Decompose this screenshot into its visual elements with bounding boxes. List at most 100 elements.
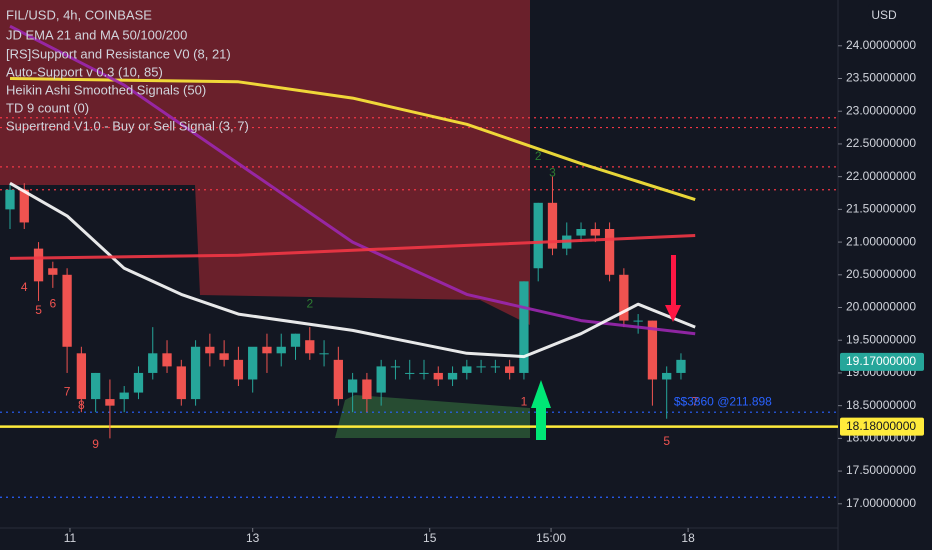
candle-body (190, 346, 201, 400)
annotation: 1 (521, 395, 528, 409)
annotation: 7 (692, 395, 699, 409)
candle-body (533, 202, 543, 269)
candle-body (647, 320, 658, 380)
y-tick-label: 17.50000000 (846, 463, 916, 477)
candle-body (262, 346, 272, 354)
y-tick-label: 21.00000000 (846, 234, 916, 248)
candle-body (590, 228, 600, 236)
candle-body (105, 399, 115, 406)
annotation: $$3860 @211.898 (674, 395, 772, 409)
candle-body (133, 372, 144, 393)
indicator-line (9, 24, 696, 336)
candle-body (148, 353, 158, 373)
candle-body (62, 274, 72, 347)
annotation: 2 (535, 149, 542, 163)
y-tick-label: 20.00000000 (846, 300, 916, 314)
candle-body (205, 346, 215, 354)
annotation: 8 (78, 398, 85, 412)
candle-body (347, 379, 358, 393)
axes: 17.0000000017.5000000018.0000000018.5000… (64, 38, 924, 545)
annotation: 9 (92, 437, 99, 451)
y-tick-label: 23.00000000 (846, 103, 916, 117)
candle-body (362, 379, 372, 400)
y-tick-label: 21.50000000 (846, 202, 916, 216)
candle-body (676, 359, 686, 373)
candle-body (290, 333, 301, 347)
x-tick-label: 18 (681, 531, 695, 545)
candle-body (633, 320, 643, 322)
candle-body (91, 372, 101, 400)
annotation: 5 (35, 303, 42, 317)
indicator-line (9, 77, 696, 202)
annotation: 2 (306, 296, 313, 310)
candle-body (619, 274, 629, 321)
candle-body (519, 281, 529, 373)
candle-body (390, 366, 401, 368)
candle-body (547, 202, 558, 249)
candle-body (505, 366, 515, 373)
currency-badge (868, 4, 900, 26)
candle-body (604, 228, 615, 275)
x-tick-label: 15 (423, 531, 437, 545)
candle-body (305, 340, 315, 354)
candle-body (447, 372, 458, 380)
y-tick-label: 17.00000000 (846, 496, 916, 510)
y-tick-label: 18.50000000 (846, 398, 916, 412)
candle-body (490, 366, 501, 368)
candle-body (405, 372, 415, 374)
candle-body (176, 366, 186, 400)
buy-arrow (531, 380, 551, 440)
sell-arrow (665, 255, 681, 322)
y-tick-label: 23.50000000 (846, 71, 916, 85)
x-tick-label: 11 (64, 531, 77, 545)
candle-body (119, 392, 129, 400)
candle-body (433, 372, 443, 380)
candle-body (219, 353, 229, 360)
annotation: 7 (64, 385, 71, 399)
candle-body (419, 372, 429, 374)
symbol-title: FIL/USD, 4h, COINBASE (6, 7, 152, 22)
candle-body (276, 346, 286, 354)
candle-body (76, 353, 87, 400)
price-tag-label: 18.18000000 (846, 419, 916, 433)
candle-body (662, 372, 672, 380)
x-tick-label: 13 (246, 531, 260, 545)
indicator: [RS]Support and Resistance V0 (8, 21) (6, 46, 231, 61)
y-tick-label: 19.50000000 (846, 332, 916, 346)
indicator: Heikin Ashi Smoothed Signals (50) (6, 82, 206, 97)
annotation: 4 (649, 352, 656, 366)
candle-body (576, 228, 586, 236)
price-tag (840, 417, 924, 436)
indicator-line (9, 234, 696, 260)
indicator: Auto-Support v 0.3 (10, 85) (6, 64, 163, 79)
candle-body (19, 189, 29, 223)
candle-body (333, 359, 343, 400)
price-tag (840, 352, 924, 371)
candle-body (462, 366, 472, 373)
indicator: Supertrend V1.0 - Buy or Sell Signal (3,… (6, 118, 249, 133)
y-tick-label: 24.00000000 (846, 38, 916, 52)
candle-body (5, 189, 15, 210)
y-tick-label: 22.50000000 (846, 136, 916, 150)
x-tick-label: 15:00 (536, 531, 566, 545)
price-tag-label: 19.17000000 (846, 354, 916, 368)
indicator: TD 9 count (0) (6, 100, 89, 115)
legend: FIL/USD, 4h, COINBASE JD EMA 21 and MA 5… (6, 7, 249, 133)
candle-body (319, 353, 329, 355)
currency: USD (871, 8, 897, 22)
candle-body (476, 366, 486, 368)
annotation: 5 (663, 434, 670, 448)
annotation: 4 (21, 280, 28, 294)
candle-body (233, 359, 244, 380)
candle-body (33, 248, 44, 282)
candle-body (48, 268, 58, 275)
y-tick-label: 20.50000000 (846, 267, 916, 281)
candle-body (162, 353, 172, 367)
indicator-line (9, 181, 696, 359)
annotation: 6 (49, 296, 56, 310)
annotation: 3 (549, 166, 556, 180)
candle-body (248, 346, 258, 380)
y-tick-label: 22.00000000 (846, 169, 916, 183)
